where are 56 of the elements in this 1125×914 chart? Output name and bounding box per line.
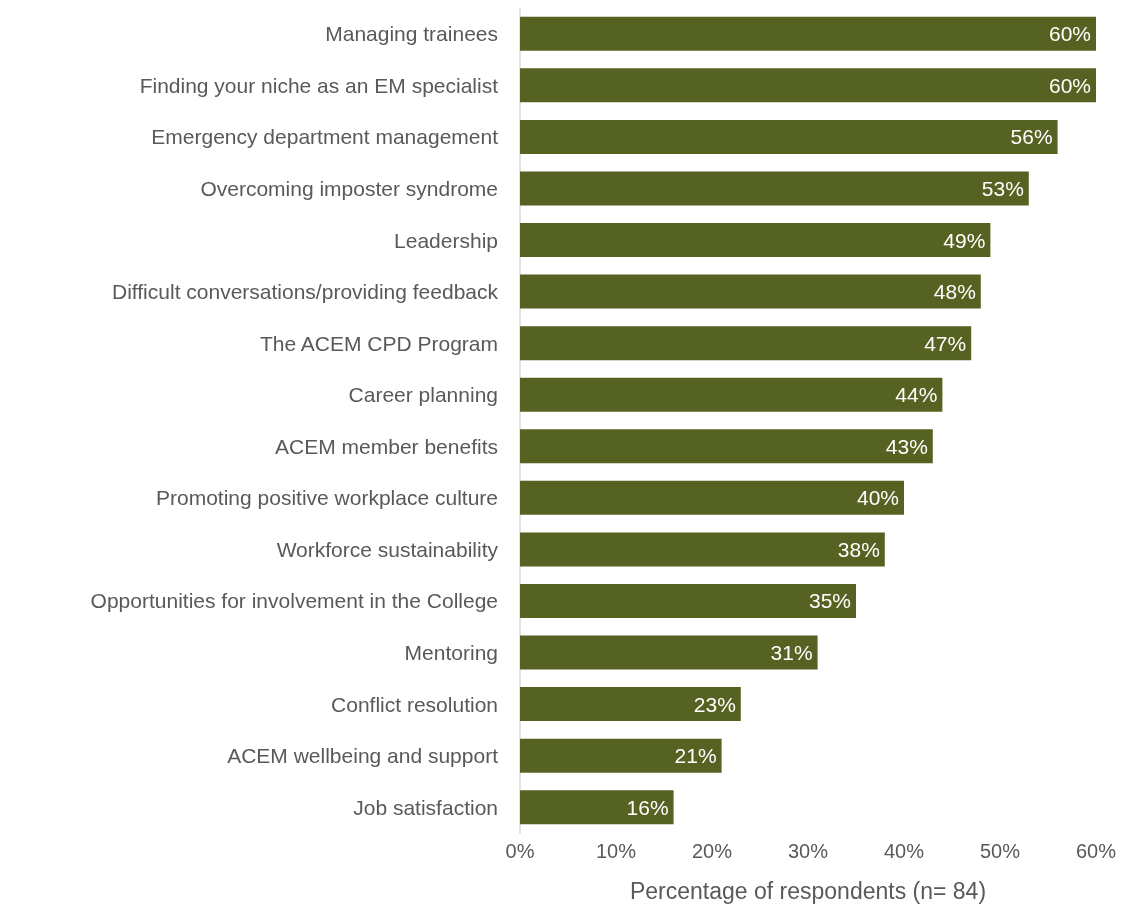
bar: [520, 532, 885, 567]
bar: [520, 377, 943, 412]
data-label: 53%: [981, 176, 1024, 200]
y-tick-label: ACEM member benefits: [275, 434, 498, 458]
x-tick-label: 10%: [595, 840, 637, 862]
bar: [520, 790, 674, 825]
y-tick-label: Leadership: [394, 228, 498, 252]
bar: [520, 583, 856, 618]
bar: [520, 480, 904, 515]
y-tick-label: Promoting positive workplace culture: [156, 486, 498, 510]
y-tick-label: Managing trainees: [325, 22, 498, 46]
data-label: 23%: [693, 692, 736, 716]
bar: [520, 326, 972, 361]
data-label: 38%: [837, 537, 880, 561]
bar: [520, 429, 933, 464]
data-label: 35%: [808, 589, 851, 613]
bar: [520, 635, 818, 670]
bar: [520, 119, 1058, 154]
data-label: 48%: [933, 280, 976, 304]
bar: [520, 171, 1029, 206]
y-tick-label: Opportunities for involvement in the College: [90, 589, 498, 613]
bar: [520, 68, 1096, 103]
bar: [520, 687, 741, 722]
data-label: 60%: [1048, 73, 1091, 97]
x-tick-label: 60%: [1075, 840, 1117, 862]
bar: [520, 274, 981, 309]
data-label: 31%: [770, 641, 813, 665]
y-tick-label: Finding your niche as an EM specialist: [139, 73, 499, 97]
y-tick-label: Difficult conversations/providing feedback: [112, 280, 499, 304]
data-label: 47%: [924, 331, 967, 355]
y-tick-label: Workforce sustainability: [276, 537, 499, 561]
bar: [520, 16, 1096, 51]
data-label: 21%: [674, 744, 717, 768]
x-tick-label: 30%: [787, 840, 829, 862]
data-label: 60%: [1048, 22, 1091, 46]
x-tick-label: 50%: [979, 840, 1021, 862]
x-tick-label: 0%: [505, 840, 535, 862]
y-tick-label: Job satisfaction: [353, 795, 498, 819]
data-label: 44%: [895, 383, 938, 407]
data-label: 16%: [626, 795, 669, 819]
y-tick-label: Conflict resolution: [331, 692, 498, 716]
data-label: 43%: [885, 434, 928, 458]
y-tick-label: ACEM wellbeing and support: [227, 744, 499, 768]
data-label: 49%: [943, 228, 986, 252]
bar: [520, 223, 991, 258]
data-label: 40%: [856, 486, 899, 510]
y-tick-label: Emergency department management: [151, 125, 499, 149]
y-tick-label: Mentoring: [404, 641, 498, 665]
y-tick-label: Career planning: [348, 383, 498, 407]
y-tick-label: Overcoming imposter syndrome: [200, 176, 498, 200]
x-tick-label: 40%: [883, 840, 925, 862]
y-tick-label: The ACEM CPD Program: [259, 331, 498, 355]
x-tick-label: 20%: [691, 840, 733, 862]
data-label: 56%: [1010, 125, 1053, 149]
bar: [520, 738, 722, 773]
x-axis-title: Percentage of respondents (n= 84): [629, 877, 987, 904]
